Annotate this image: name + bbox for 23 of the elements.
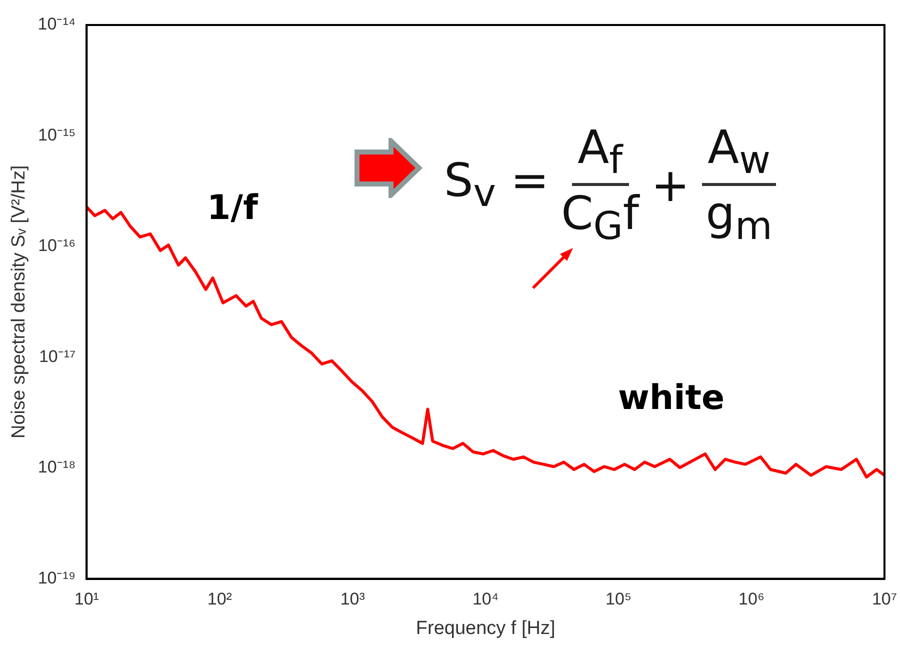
y-tick-label: 10⁻¹⁴ bbox=[38, 14, 76, 34]
x-tick-label: 10⁵ bbox=[606, 590, 632, 609]
x-tick-label: 10⁷ bbox=[872, 590, 897, 609]
y-axis-title: Noise spectral density Sᵥ [V²/Hz] bbox=[8, 165, 30, 439]
y-tick-label: 10⁻¹⁷ bbox=[38, 346, 76, 366]
y-tick-label: 10⁻¹⁸ bbox=[38, 458, 76, 477]
annotation: C$_{G}$f bbox=[561, 186, 640, 250]
y-tick-label: 10⁻¹⁶ bbox=[38, 236, 76, 256]
x-axis-title: Frequency f [Hz] bbox=[416, 618, 556, 639]
annotation: white bbox=[618, 378, 725, 418]
y-tick-label: 10⁻¹⁵ bbox=[38, 125, 76, 144]
x-tick-label: 10¹ bbox=[74, 590, 100, 609]
x-tick-label: 10³ bbox=[340, 590, 366, 609]
x-tick-label: 10² bbox=[207, 590, 232, 609]
annotation: + bbox=[651, 158, 690, 212]
annotation: 1/f bbox=[207, 188, 258, 228]
annotation: A$_{f}$ bbox=[572, 120, 629, 186]
x-tick-label: 10⁴ bbox=[472, 590, 499, 609]
annotation: A$_{w}$ bbox=[702, 120, 776, 186]
annotation: g$_{m}$ bbox=[706, 186, 772, 250]
y-tick-label: 10⁻¹⁹ bbox=[38, 568, 76, 588]
x-tick-label: 10⁶ bbox=[738, 590, 764, 609]
annotation: S$_{v}$ = bbox=[444, 153, 550, 216]
